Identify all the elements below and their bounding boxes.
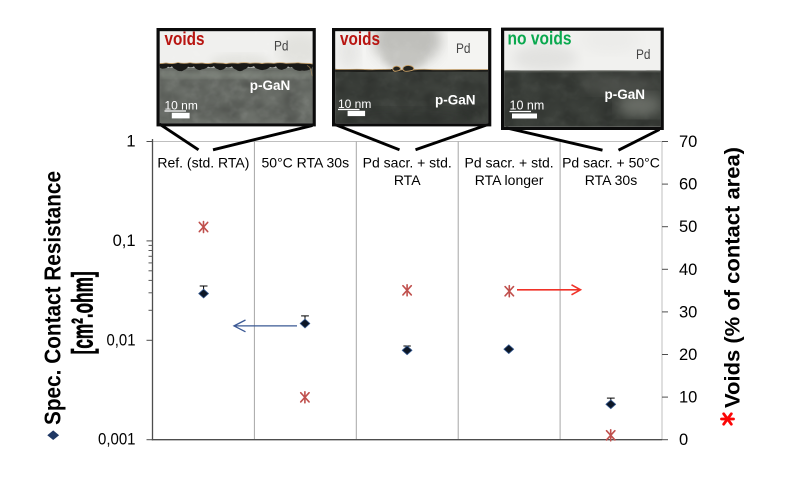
svg-text:50°C RTA 30s: 50°C RTA 30s [262, 154, 350, 170]
svg-text:p-GaN: p-GaN [250, 78, 291, 93]
svg-text:1: 1 [126, 133, 135, 151]
svg-text:Ref. (std. RTA): Ref. (std. RTA) [157, 154, 249, 170]
svg-text:10 nm: 10 nm [338, 97, 371, 111]
svg-text:70: 70 [679, 133, 697, 151]
svg-text:0,01: 0,01 [107, 331, 136, 349]
svg-text:Spec. Contact Resistance: Spec. Contact Resistance [40, 171, 66, 425]
svg-text:RTA longer: RTA longer [475, 172, 544, 188]
svg-text:10 nm: 10 nm [510, 99, 545, 113]
svg-text:p-GaN: p-GaN [605, 87, 646, 102]
svg-text:20: 20 [679, 346, 697, 364]
svg-text:RTA: RTA [394, 172, 421, 188]
svg-text:10 nm: 10 nm [165, 99, 198, 113]
svg-text:0: 0 [679, 431, 688, 449]
svg-text:Pd: Pd [274, 38, 289, 54]
svg-text:Voids (% of contact area): Voids (% of contact area) [721, 147, 745, 408]
svg-text:60: 60 [679, 176, 697, 194]
svg-text:no voids: no voids [508, 28, 572, 48]
svg-text:0,1: 0,1 [113, 232, 136, 250]
svg-text:0,001: 0,001 [98, 431, 136, 449]
svg-text:voids: voids [340, 29, 380, 49]
svg-text:[cm².ohm]: [cm².ohm] [65, 271, 99, 354]
svg-text:Pd sacr. + std.: Pd sacr. + std. [363, 154, 452, 170]
svg-text:Pd sacr. + 50°C: Pd sacr. + 50°C [562, 154, 660, 170]
svg-text:50: 50 [679, 218, 697, 236]
svg-text:RTA 30s: RTA 30s [585, 172, 637, 188]
svg-text:Pd: Pd [636, 46, 651, 62]
svg-text:voids: voids [165, 29, 205, 49]
svg-text:Pd: Pd [456, 40, 471, 56]
svg-text:10: 10 [679, 389, 697, 407]
svg-text:30: 30 [679, 303, 697, 321]
svg-text:40: 40 [679, 261, 697, 279]
svg-text:p-GaN: p-GaN [435, 92, 476, 107]
svg-text:Pd sacr. + std.: Pd sacr. + std. [465, 154, 554, 170]
